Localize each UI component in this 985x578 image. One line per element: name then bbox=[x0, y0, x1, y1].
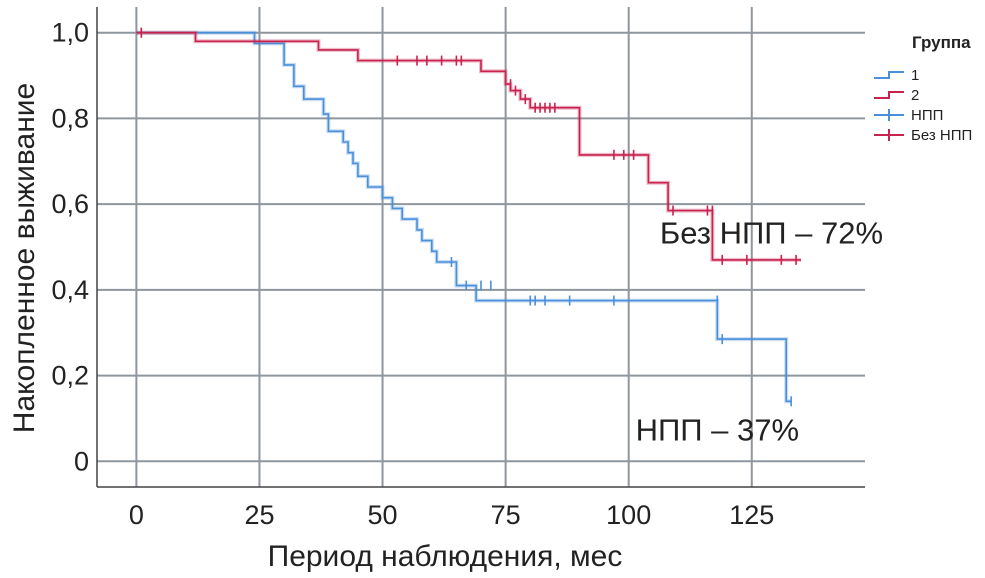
legend-title: Группа bbox=[912, 33, 971, 52]
series-line-1 bbox=[136, 31, 792, 403]
legend: Группа 1 2 НПП Без НПП bbox=[874, 33, 972, 144]
y-axis-title: Накопленное выживание bbox=[8, 83, 41, 433]
legend-items: 1 2 НПП Без НПП bbox=[874, 67, 972, 144]
y-tick-label: 0 bbox=[74, 446, 89, 476]
legend-label: Без НПП bbox=[911, 127, 972, 144]
x-tick-label: 125 bbox=[729, 500, 774, 530]
y-tick-label: 0,8 bbox=[51, 103, 89, 133]
y-tick-label: 0,4 bbox=[51, 275, 89, 305]
grid bbox=[97, 7, 865, 487]
censor-marks bbox=[140, 27, 797, 407]
legend-label: 1 bbox=[911, 67, 919, 84]
annotation-label: НПП – 37% bbox=[636, 413, 799, 448]
x-tick-label: 50 bbox=[368, 500, 398, 530]
legend-swatch-step bbox=[874, 91, 904, 99]
x-axis-title: Период наблюдения, мес bbox=[268, 540, 623, 573]
x-tick-label: 0 bbox=[129, 500, 144, 530]
y-tick-label: 1,0 bbox=[51, 18, 89, 48]
y-tick-label: 0,2 bbox=[51, 361, 89, 391]
annotation-label: Без НПП – 72% bbox=[660, 216, 883, 251]
y-tick-label: 0,6 bbox=[51, 189, 89, 219]
x-tick-label: 25 bbox=[244, 500, 274, 530]
x-tick-labels: 0 25 50 75 100 125 bbox=[129, 500, 774, 530]
x-tick-label: 100 bbox=[606, 500, 651, 530]
y-tick-labels: 0 0,2 0,4 0,6 0,8 1,0 bbox=[51, 18, 89, 477]
legend-label: 2 bbox=[911, 87, 919, 104]
x-tick-label: 75 bbox=[491, 500, 521, 530]
plot-area bbox=[97, 7, 865, 487]
legend-swatch-step bbox=[874, 71, 904, 79]
legend-label: НПП bbox=[911, 107, 943, 124]
annotations: Без НПП – 72% НПП – 37% bbox=[636, 216, 883, 448]
